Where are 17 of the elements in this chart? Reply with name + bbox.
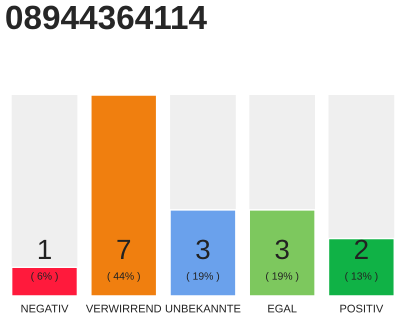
annotation: ( 6% ): [31, 272, 58, 282]
bar: [10, 266, 78, 296]
x-tick-label: UNBEKANNTE: [166, 304, 240, 312]
x-tick-label: EGAL: [268, 304, 297, 312]
x-tick-label: POSITIV: [340, 304, 384, 312]
annotation: ( 44% ): [108, 272, 140, 282]
data-label: 1: [38, 240, 51, 259]
data-label: 3: [196, 240, 210, 260]
data-label: 3: [275, 240, 289, 260]
data-label: 2: [355, 240, 368, 259]
annotation: ( 13% ): [345, 272, 378, 282]
data-label: 7: [117, 240, 130, 259]
x-tick-label: NEGATIV: [21, 304, 68, 312]
chart-title: 08944364114: [6, 6, 207, 30]
x-tick-label: VERWIRREND: [86, 304, 162, 312]
annotation: ( 19% ): [186, 272, 220, 282]
annotation: ( 19% ): [266, 272, 298, 282]
